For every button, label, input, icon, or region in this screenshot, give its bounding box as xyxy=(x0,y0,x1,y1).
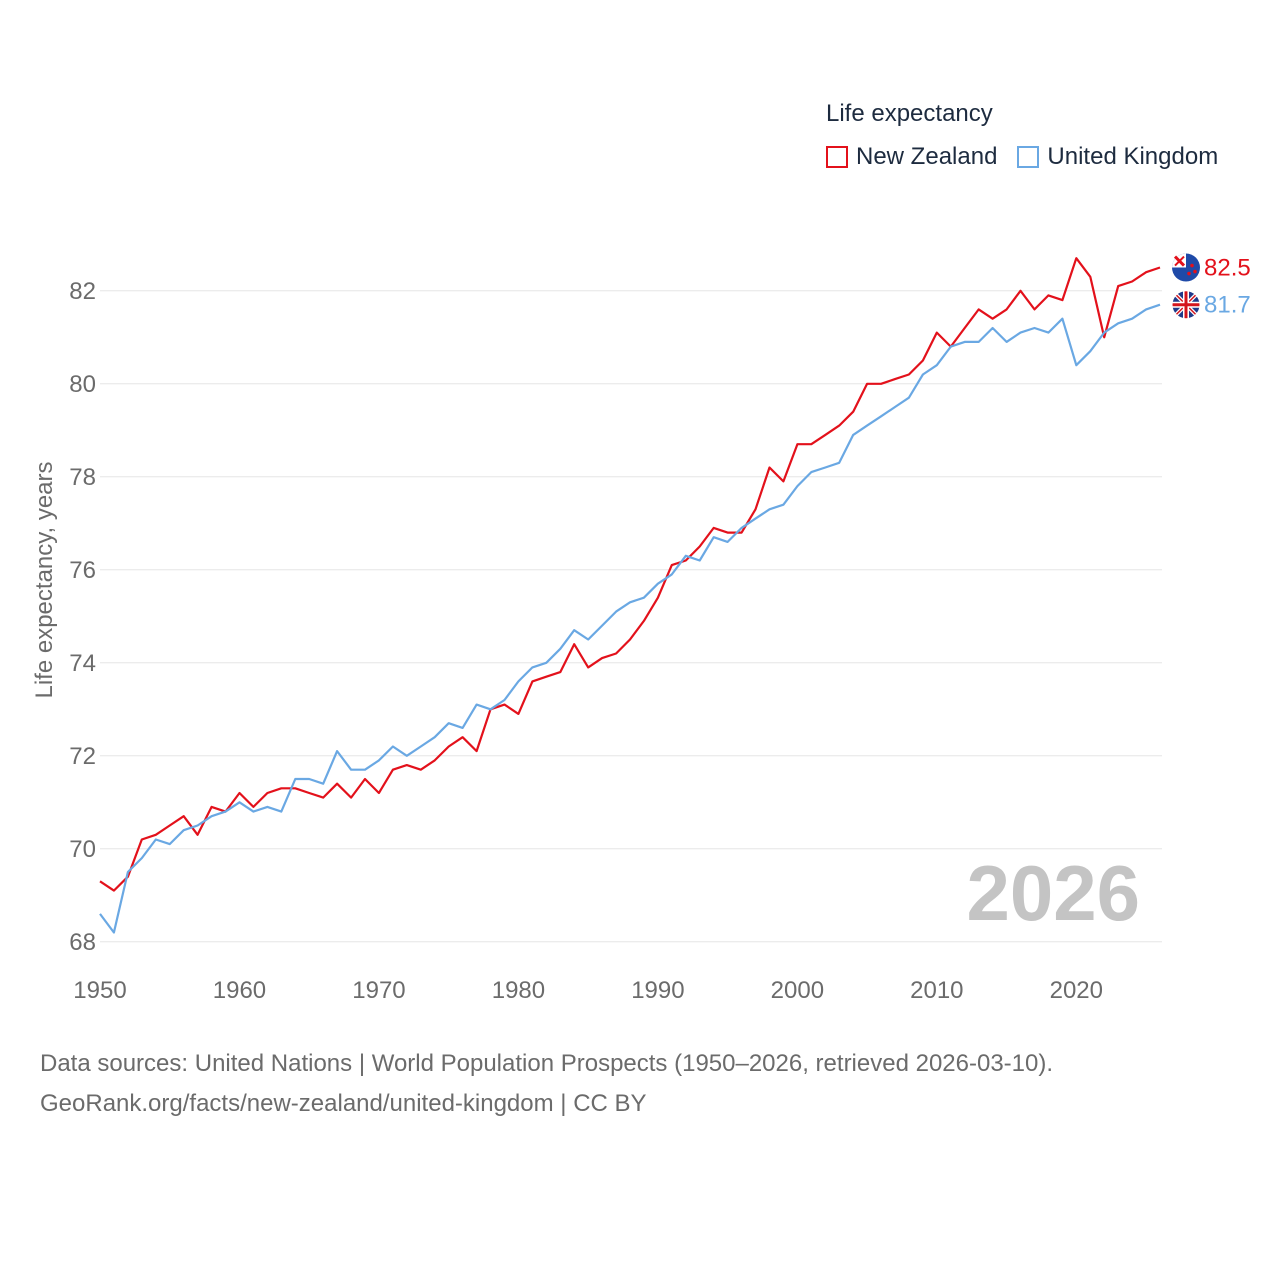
x-tick-2000: 2000 xyxy=(771,977,824,1004)
end-label-united-kingdom: 81.7 xyxy=(1204,292,1251,319)
x-tick-2010: 2010 xyxy=(910,977,963,1004)
y-tick-70: 70 xyxy=(69,836,96,863)
flag-icon-united-kingdom xyxy=(1171,290,1201,320)
y-tick-72: 72 xyxy=(69,743,96,770)
legend-swatch-united-kingdom xyxy=(1017,146,1040,168)
end-label-new-zealand: 82.5 xyxy=(1204,255,1251,282)
y-tick-78: 78 xyxy=(69,464,96,491)
legend-item-united-kingdom[interactable]: United Kingdom xyxy=(1017,143,1218,171)
y-tick-74: 74 xyxy=(69,650,96,677)
year-watermark: 2026 xyxy=(966,849,1140,937)
y-tick-80: 80 xyxy=(69,371,96,398)
legend-label-new-zealand: New Zealand xyxy=(856,143,998,170)
footer: Data sources: United Nations | World Pop… xyxy=(40,1044,1053,1124)
x-tick-1970: 1970 xyxy=(352,977,405,1004)
y-tick-76: 76 xyxy=(69,557,96,584)
x-tick-1950: 1950 xyxy=(73,977,126,1004)
y-tick-82: 82 xyxy=(69,278,96,305)
legend-item-new-zealand[interactable]: New Zealand xyxy=(826,143,997,171)
series-line-united-kingdom[interactable] xyxy=(99,303,1161,934)
legend: New Zealand United Kingdom xyxy=(826,143,1238,171)
x-tick-2020: 2020 xyxy=(1050,977,1103,1004)
y-tick-68: 68 xyxy=(69,929,96,956)
x-tick-1980: 1980 xyxy=(492,977,545,1004)
series-line-new-zealand[interactable] xyxy=(99,257,1161,892)
x-tick-1990: 1990 xyxy=(631,977,684,1004)
y-axis-label: Life expectancy, years xyxy=(31,461,58,698)
legend-swatch-new-zealand xyxy=(826,146,848,168)
data-source-note: Data sources: United Nations | World Pop… xyxy=(40,1050,1054,1077)
x-tick-1960: 1960 xyxy=(213,977,266,1004)
flag-icon-new-zealand xyxy=(1172,253,1200,282)
legend-label-united-kingdom: United Kingdom xyxy=(1047,143,1219,170)
legend-title: Life expectancy xyxy=(826,100,993,127)
attribution-link[interactable]: GeoRank.org/facts/new-zealand/united-kin… xyxy=(40,1090,647,1117)
